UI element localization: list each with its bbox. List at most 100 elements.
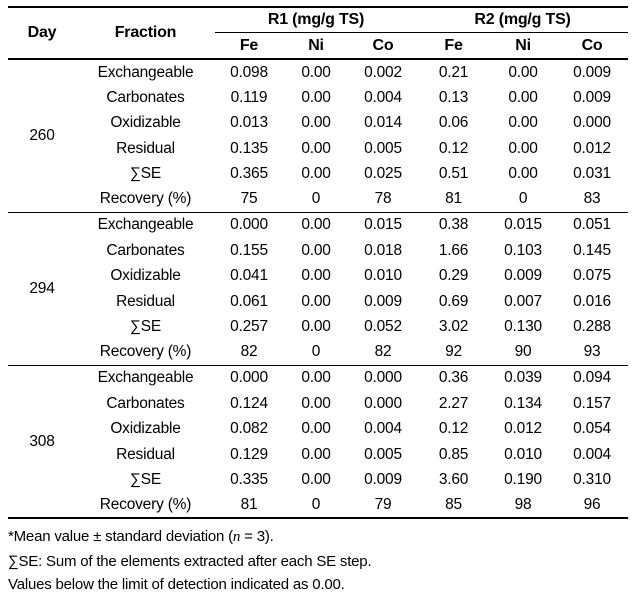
footnote-mean-post: = 3). [240,528,274,545]
table-row: 308 Exchangeable 0.000 0.00 0.000 0.36 0.039 0.… [8,364,629,518]
value-cell: 0.000 [215,364,283,391]
value-cell: 0.135 [230,139,268,157]
value-cell: 85 [445,496,462,513]
table-row: Carbonates 0.119 0.00 0.004 0.13 0.00 0.009 [8,85,628,111]
fraction-label: Carbonates [106,394,185,412]
table-header: Day Fraction R1 (mg/g TS) R2 (mg/g TS) F… [8,7,629,60]
r2-group-header: R2 (mg/g TS) [417,7,629,33]
value-cell: 0.018 [364,241,402,259]
value-cell: 0.134 [504,394,542,412]
value-cell: 0.005 [364,139,402,157]
fraction-label: Residual [116,445,175,463]
table-row: ∑SE 0.257 0.00 0.052 3.02 0.130 0.288 [8,314,628,340]
value-cell: 0.119 [230,88,268,106]
fraction-label: Oxidizable [110,267,181,284]
value-cell: 0.004 [573,445,611,463]
value-cell: 0.000 [349,364,418,391]
fraction-label: Oxidizable [110,420,181,437]
header-fe-r1: Fe [215,32,283,60]
table-row: Oxidizable 0.041 0.00 0.010 0.29 0.009 0.075 [8,263,628,289]
value-cell: 0.288 [573,318,611,335]
value-cell: 0.85 [438,445,469,463]
fraction-column-header: Fraction [76,7,215,60]
header-co-r1: Co [349,32,418,60]
value-cell: 0.082 [230,420,268,437]
value-cell: 0.004 [364,420,402,437]
element-header-row: Fe Ni Co Fe Ni Co [8,32,629,60]
header-fe-r2: Fe [417,32,491,60]
value-cell: 0.010 [364,267,402,284]
value-cell: 0.00 [301,420,331,437]
value-cell: 0.00 [508,139,538,157]
value-cell: 92 [445,343,462,361]
value-cell: 0.13 [438,88,469,106]
value-cell: 82 [374,343,392,361]
value-cell: 0.000 [573,114,611,131]
footnote-sum-se: ∑SE: Sum of the elements extracted after… [8,552,372,570]
value-cell: 75 [240,190,258,208]
value-cell: 0 [311,190,321,208]
value-cell: 90 [514,343,532,361]
value-cell: 0.310 [573,471,611,488]
value-cell: 96 [583,496,601,513]
value-cell: 0.00 [301,63,331,81]
fraction-label: ∑SE [129,318,162,335]
table-row: Oxidizable 0.013 0.00 0.014 0.06 0.00 0.000 [8,110,628,136]
value-cell: 0.00 [283,211,349,238]
value-cell: 82 [240,343,258,361]
value-cell: 0.009 [573,63,611,81]
value-cell: 0.12 [438,420,469,437]
value-cell: 81 [445,190,462,208]
fraction-label: ∑SE [129,165,162,182]
footnote-n-variable: n [232,529,241,545]
value-cell: 0.007 [504,292,542,310]
value-cell: 0 [311,343,321,361]
value-cell: 3.60 [438,471,469,488]
value-cell: 0.00 [301,139,331,157]
value-cell: 0.00 [283,364,349,391]
fraction-label: Recovery (%) [99,190,192,208]
value-cell: 0.041 [230,267,268,284]
table-row: 294 Exchangeable 0.000 0.00 0.015 0.38 0.015 0.… [8,211,629,365]
table-row: Residual 0.129 0.00 0.005 0.85 0.010 0.004 [8,442,628,468]
value-cell: 0.002 [364,63,402,81]
value-cell: 81 [240,496,258,513]
value-cell: 0.025 [364,165,402,182]
sequential-extraction-table: Day Fraction R1 (mg/g TS) R2 (mg/g TS) F… [8,6,629,519]
value-cell: 0.29 [438,267,469,284]
value-cell: 0.051 [556,211,629,238]
fraction-label: Exchangeable [97,63,194,81]
table-row: Recovery (%) 75 0 78 81 0 83 [8,187,628,213]
value-cell: 98 [514,496,532,513]
value-cell: 0.000 [364,394,402,412]
value-cell: 0.009 [504,267,542,284]
fraction-label: Recovery (%) [99,496,192,513]
value-cell: 0.36 [417,364,491,391]
value-cell: 0.061 [230,292,268,310]
value-cell: 0.009 [364,471,402,488]
value-cell: 0.103 [504,241,542,259]
value-cell: 0.012 [504,420,542,437]
table-row: Recovery (%) 82 0 82 92 90 93 [8,340,628,366]
table-row: ∑SE 0.335 0.00 0.009 3.60 0.190 0.310 [8,467,628,493]
value-cell: 0.130 [504,318,542,335]
value-cell: 0.129 [230,445,268,463]
value-cell: 0.00 [301,165,331,182]
header-ni-r1: Ni [283,32,349,60]
value-cell: 0.031 [573,165,611,182]
table-body: 260 Exchangeable 0.098 0.00 0.002 0.21 0.00 0.0… [8,59,629,518]
value-cell: 0.00 [301,241,331,259]
value-cell: 83 [583,190,601,208]
value-cell: 0.00 [508,114,538,131]
value-cell: 0.098 [230,63,268,81]
value-cell: 0.38 [417,211,491,238]
value-cell: 0.00 [301,445,331,463]
value-cell: 0.012 [573,139,611,157]
day-label: 294 [8,211,76,365]
value-cell: 0.00 [301,318,331,335]
value-cell: 0.00 [508,88,538,106]
value-cell: 0.039 [490,364,557,391]
value-cell: 0.51 [438,165,469,182]
day-column-header: Day [8,7,76,60]
fraction-label: Residual [116,292,175,310]
